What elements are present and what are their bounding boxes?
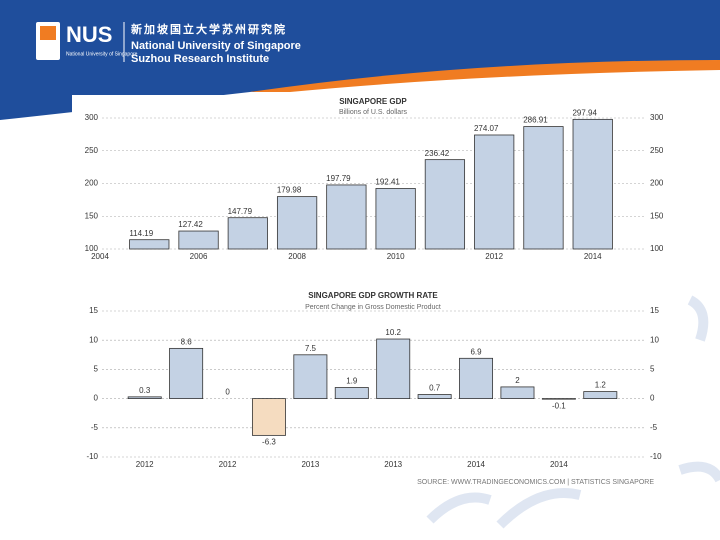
y-tick-label: 200 [85,179,99,188]
x-tick-label: 2004 [91,252,109,261]
x-tick-label: 2012 [219,460,237,469]
header-name: National University of Singapore [131,40,301,52]
header-band [0,0,720,120]
chart-panel [72,95,668,265]
value-label: 10.2 [385,328,401,337]
bar [276,196,318,250]
bar [376,338,411,400]
value-label: 2 [515,376,520,385]
header-institute: Suzhou Research Institute [131,53,269,65]
chart-source: SOURCE: WWW.TRADINGECONOMICS.COM | STATI… [417,479,654,486]
value-label: 236.42 [425,149,450,158]
logo-text: NUS [66,22,112,47]
x-tick-label: 2014 [550,460,568,469]
bar [169,347,204,400]
y-tick-label: 100 [85,244,99,253]
y-tick-label: 150 [85,211,99,220]
value-label: 6.9 [470,347,482,356]
value-label: 0.3 [139,386,151,395]
chart-subtitle: Billions of U.S. dollars [339,109,408,116]
header-chinese: 新加坡国立大学苏州研究院 [131,22,287,36]
value-label: 8.6 [181,337,193,346]
y2-tick-label: 0 [650,394,655,403]
bar [334,387,369,399]
value-label: 197.79 [326,174,351,183]
bar [178,230,219,250]
decoration [426,295,720,529]
value-label: 0 [225,388,230,397]
x-tick-label: 2006 [190,252,208,261]
x-tick-label: 2010 [387,252,405,261]
y-tick-label: 250 [85,146,99,155]
chart-title: SINGAPORE GDP GROWTH RATE [308,291,438,300]
value-label: 0.7 [429,384,441,393]
value-label: 1.9 [346,377,358,386]
y2-tick-label: 5 [650,365,655,374]
x-tick-label: 2013 [301,460,319,469]
bar [572,118,613,250]
value-label: 179.98 [277,186,302,195]
bar [541,398,576,400]
value-label: 297.94 [572,108,597,117]
y-tick-label: 10 [89,335,98,344]
value-label: 1.2 [595,381,607,390]
logo-crest-top [40,26,56,40]
y2-tick-label: 10 [650,335,659,344]
value-label: 192.41 [375,178,400,187]
x-tick-label: 2014 [467,460,485,469]
value-label: -0.1 [552,401,566,410]
bar [129,239,170,250]
y2-tick-label: -5 [650,423,658,432]
value-label: 7.5 [305,344,317,353]
y-tick-label: 300 [85,113,99,122]
logo-caption: National University of Singapore [66,51,138,57]
bar [417,394,452,399]
bar [326,184,367,250]
value-label: 127.42 [178,220,203,229]
bar [424,159,466,250]
y-tick-label: 15 [89,306,98,315]
x-tick-label: 2014 [584,252,602,261]
y2-tick-label: 100 [650,244,664,253]
y2-tick-label: 250 [650,146,664,155]
value-label: 114.19 [129,229,153,238]
x-tick-label: 2012 [136,460,154,469]
y-tick-label: -5 [91,423,99,432]
bar [227,217,268,250]
value-label: 274.07 [474,124,499,133]
value-label: 286.91 [523,116,548,125]
bar [459,357,494,399]
y-tick-label: -10 [86,452,98,461]
value-label: 147.79 [228,207,253,216]
value-label: -6.3 [262,438,276,447]
header-swoosh [250,60,720,92]
y2-tick-label: 15 [650,306,659,315]
y2-tick-label: 200 [650,179,664,188]
chart-subtitle: Percent Change in Gross Domestic Product [305,304,441,311]
y2-tick-label: 300 [650,113,664,122]
y2-tick-label: -10 [650,452,662,461]
bar [583,391,618,400]
x-tick-label: 2008 [288,252,306,261]
bar [127,396,162,399]
y2-tick-label: 150 [650,211,664,220]
bar [523,126,564,250]
x-tick-label: 2012 [485,252,503,261]
bar [474,134,515,250]
bar [251,398,286,436]
bar [375,188,416,250]
bar [500,386,535,400]
bar [293,354,328,399]
y-tick-label: 5 [94,365,99,374]
x-tick-label: 2013 [384,460,402,469]
y-tick-label: 0 [94,394,99,403]
chart-title: SINGAPORE GDP [339,97,407,106]
